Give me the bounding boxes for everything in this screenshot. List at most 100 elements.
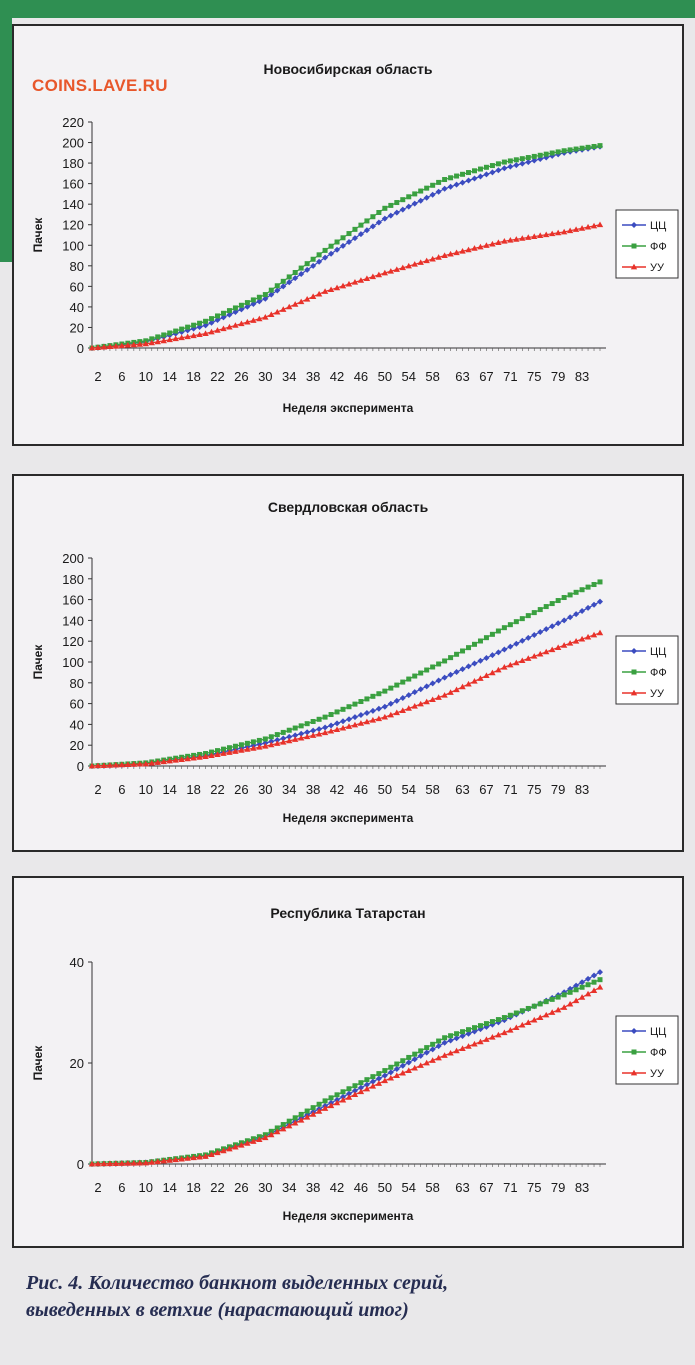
x-tick-label: 6 bbox=[118, 782, 125, 797]
caption-line-2: выведенных в ветхие (нарастающий итог) bbox=[26, 1299, 409, 1321]
data-point bbox=[292, 301, 299, 307]
data-point bbox=[567, 989, 573, 995]
data-point bbox=[531, 631, 538, 638]
data-point bbox=[424, 667, 430, 673]
data-point bbox=[590, 222, 598, 229]
data-point bbox=[286, 303, 293, 310]
data-point bbox=[328, 250, 335, 257]
data-point bbox=[513, 1024, 520, 1031]
legend-label: ФФ bbox=[650, 1047, 667, 1059]
x-tick-label: 18 bbox=[186, 369, 200, 384]
data-point bbox=[507, 643, 514, 650]
legend-marker bbox=[631, 243, 637, 249]
data-point bbox=[548, 230, 556, 237]
data-point bbox=[548, 1009, 556, 1015]
data-point bbox=[345, 1090, 352, 1097]
data-point bbox=[310, 262, 317, 269]
series-line bbox=[91, 145, 601, 349]
legend-marker bbox=[631, 1049, 637, 1055]
data-point bbox=[405, 262, 412, 269]
data-point bbox=[400, 679, 406, 685]
data-point bbox=[292, 736, 299, 742]
data-point bbox=[572, 997, 580, 1004]
data-point bbox=[381, 703, 388, 710]
y-tick-label: 0 bbox=[77, 341, 84, 356]
legend: ЦЦ ФФ УУ bbox=[615, 1015, 679, 1085]
data-point bbox=[483, 1021, 489, 1027]
data-point bbox=[215, 748, 221, 754]
data-point bbox=[297, 298, 305, 305]
data-point bbox=[298, 723, 304, 729]
data-point bbox=[376, 210, 382, 216]
data-point bbox=[292, 725, 298, 731]
data-point bbox=[375, 219, 382, 226]
data-point bbox=[256, 298, 263, 305]
legend-label: УУ bbox=[650, 688, 665, 700]
series-3 bbox=[88, 221, 604, 351]
data-point bbox=[316, 1101, 322, 1107]
data-point bbox=[483, 1036, 490, 1042]
x-tick-label: 67 bbox=[479, 369, 493, 384]
x-tick-label: 71 bbox=[503, 782, 517, 797]
data-point bbox=[489, 1019, 495, 1025]
data-point bbox=[441, 674, 448, 681]
data-point bbox=[543, 648, 550, 655]
data-point bbox=[208, 752, 215, 758]
data-point bbox=[112, 1160, 120, 1166]
series-line bbox=[91, 601, 601, 767]
data-point bbox=[466, 170, 472, 176]
x-tick-label: 10 bbox=[139, 1180, 153, 1195]
data-point bbox=[513, 157, 519, 163]
data-point bbox=[411, 703, 418, 709]
legend-label: ЦЦ bbox=[650, 1026, 666, 1038]
data-point bbox=[196, 754, 203, 760]
data-point bbox=[286, 737, 293, 744]
data-point bbox=[316, 258, 323, 265]
data-point bbox=[429, 191, 436, 198]
data-point bbox=[525, 159, 532, 166]
x-tick-label: 54 bbox=[402, 1180, 416, 1195]
data-point bbox=[286, 274, 292, 280]
x-tick-label: 71 bbox=[503, 369, 517, 384]
data-point bbox=[304, 261, 310, 267]
legend: ЦЦ ФФ УУ bbox=[615, 209, 679, 279]
chart-title: Республика Татарстан bbox=[270, 905, 425, 921]
data-point bbox=[334, 239, 340, 245]
data-point bbox=[316, 252, 322, 258]
data-point bbox=[209, 316, 215, 322]
data-point bbox=[315, 1108, 323, 1114]
x-tick-label: 22 bbox=[210, 369, 224, 384]
x-tick-label: 63 bbox=[455, 369, 469, 384]
data-point bbox=[441, 692, 448, 698]
data-point bbox=[513, 236, 520, 242]
data-point bbox=[561, 595, 567, 601]
data-point bbox=[142, 340, 149, 347]
data-point bbox=[442, 658, 448, 664]
data-point bbox=[501, 1029, 508, 1036]
data-point bbox=[94, 344, 102, 350]
data-point bbox=[274, 740, 281, 746]
data-point bbox=[566, 1000, 574, 1007]
data-point bbox=[202, 330, 209, 337]
data-point bbox=[334, 246, 341, 253]
data-point bbox=[411, 261, 418, 267]
data-point bbox=[441, 252, 448, 258]
data-point bbox=[418, 1048, 424, 1054]
data-point bbox=[560, 1004, 568, 1010]
data-point bbox=[489, 163, 495, 169]
x-tick-label: 63 bbox=[455, 1180, 469, 1195]
data-point bbox=[513, 659, 520, 666]
data-point bbox=[256, 737, 262, 743]
data-point bbox=[465, 1030, 472, 1037]
data-point bbox=[513, 619, 519, 625]
data-point bbox=[447, 250, 454, 257]
legend-marker bbox=[630, 1069, 638, 1076]
data-point bbox=[513, 1010, 519, 1016]
legend-box bbox=[615, 635, 679, 705]
data-point bbox=[250, 739, 256, 745]
data-point bbox=[196, 1153, 203, 1160]
data-point bbox=[345, 1094, 353, 1100]
data-point bbox=[442, 1035, 448, 1041]
data-point bbox=[519, 1021, 526, 1028]
data-point bbox=[363, 1081, 370, 1088]
